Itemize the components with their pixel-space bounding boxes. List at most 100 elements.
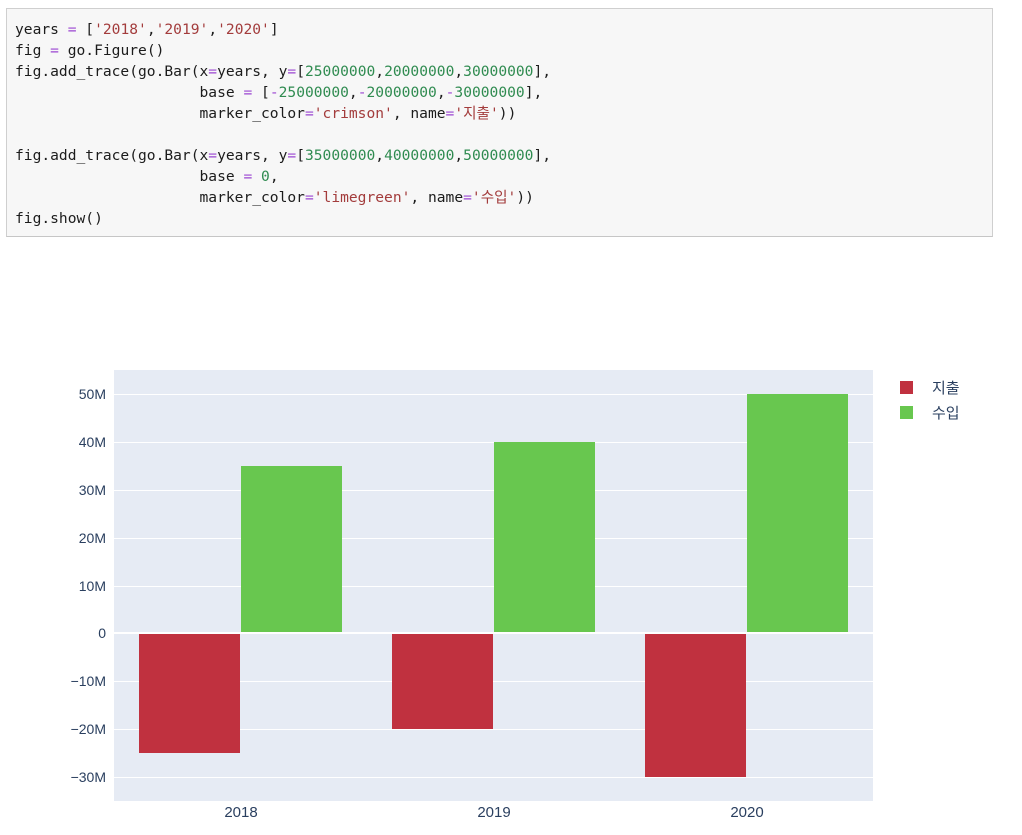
gridline: [114, 681, 873, 682]
code-token: years, y: [217, 147, 288, 164]
legend-item-수입[interactable]: 수입: [900, 400, 960, 425]
code-token: 20000000: [366, 84, 437, 101]
code-token: years, y: [217, 63, 288, 80]
code-token: fig.show(): [15, 210, 103, 227]
code-token: fig.add_trace(go.Bar(x: [15, 63, 209, 80]
code-token: 25000000: [304, 63, 376, 80]
gridline: [114, 490, 873, 491]
code-token: ,: [454, 63, 464, 80]
code-line: marker_color='crimson', name='지출')): [15, 103, 984, 124]
bar-지출-2020[interactable]: [645, 633, 746, 777]
y-tick-label: 30M: [78, 482, 106, 498]
code-token: -: [357, 84, 367, 101]
code-token: [: [76, 21, 95, 38]
code-token: ,: [436, 84, 446, 101]
x-tick-label: 2020: [730, 804, 764, 821]
code-line: fig = go.Figure(): [15, 40, 984, 61]
code-token: -: [445, 84, 455, 101]
legend-label: 수입: [932, 405, 960, 422]
code-token: =: [445, 105, 455, 122]
bar-수입-2019[interactable]: [494, 442, 595, 634]
code-token: ],: [533, 63, 552, 80]
legend-label: 지출: [932, 380, 960, 397]
code-token: ,: [269, 168, 279, 185]
code-token: 'crimson': [313, 105, 393, 122]
code-token: '2019': [155, 21, 209, 38]
legend-item-지출[interactable]: 지출: [900, 375, 960, 400]
code-line: base = 0,: [15, 166, 984, 187]
y-tick-label: 0: [98, 625, 106, 641]
code-editor[interactable]: years = ['2018','2019','2020'] fig = go.F…: [7, 9, 992, 239]
code-token: ,: [208, 21, 218, 38]
gridline: [114, 586, 873, 587]
code-token: fig.add_trace(go.Bar(x: [15, 147, 209, 164]
code-token: =: [287, 147, 297, 164]
x-tick-label: 2019: [477, 804, 511, 821]
code-token: 25000000: [278, 84, 349, 101]
gridline: [114, 538, 873, 539]
gridline: [114, 442, 873, 443]
y-tick-label: 50M: [78, 386, 106, 402]
y-tick-label: −10M: [70, 673, 106, 689]
gridline: [114, 729, 873, 730]
code-cell[interactable]: years = ['2018','2019','2020'] fig = go.F…: [6, 8, 993, 237]
code-token: =: [67, 21, 77, 38]
code-token: , name: [392, 105, 446, 122]
code-line: [15, 124, 984, 145]
code-token: 30000000: [463, 63, 534, 80]
code-token: [252, 168, 261, 185]
code-token: 35000000: [304, 147, 376, 164]
y-tick-label: 40M: [78, 434, 106, 450]
y-tick-label: −30M: [70, 769, 106, 785]
code-token: =: [287, 63, 297, 80]
code-token: 'limegreen': [313, 189, 411, 206]
code-token: -: [269, 84, 279, 101]
code-token: =: [304, 105, 314, 122]
y-tick-label: −20M: [70, 721, 106, 737]
legend-swatch-icon: [900, 381, 913, 394]
code-line: base = [-25000000,-20000000,-30000000],: [15, 82, 984, 103]
bar-지출-2019[interactable]: [392, 633, 493, 729]
code-token: ,: [348, 84, 358, 101]
gridline: [114, 394, 873, 395]
code-token: '2018': [94, 21, 147, 38]
code-token: 20000000: [384, 63, 455, 80]
code-line: fig.show(): [15, 208, 984, 229]
code-token: ,: [375, 63, 385, 80]
code-token: ,: [146, 21, 156, 38]
code-token: 50000000: [463, 147, 534, 164]
bar-지출-2018[interactable]: [139, 633, 240, 753]
zero-line: [114, 632, 873, 634]
code-token: go.Figure(): [58, 42, 165, 59]
code-line: marker_color='limegreen', name='수입')): [15, 187, 984, 208]
code-line: years = ['2018','2019','2020']: [15, 19, 984, 40]
code-token: base: [15, 84, 244, 101]
code-token: ]: [269, 21, 279, 38]
code-token: =: [243, 168, 253, 185]
code-token: ,: [375, 147, 385, 164]
y-tick-label: 20M: [78, 530, 106, 546]
code-token: [: [296, 63, 305, 80]
code-token: fig: [15, 42, 51, 59]
code-token: ],: [533, 147, 552, 164]
plot-area[interactable]: [114, 370, 873, 801]
legend-swatch-icon: [900, 406, 913, 419]
code-token: [: [296, 147, 305, 164]
gridline: [114, 777, 873, 778]
code-token: )): [498, 105, 517, 122]
code-token: =: [208, 63, 218, 80]
y-tick-label: 10M: [78, 578, 106, 594]
bar-수입-2020[interactable]: [747, 394, 848, 633]
code-token: =: [304, 189, 314, 206]
code-token: years: [15, 21, 68, 38]
code-token: 0: [261, 168, 270, 185]
code-token: '2020': [217, 21, 270, 38]
code-token: =: [243, 84, 253, 101]
code-token: =: [50, 42, 59, 59]
code-token: '수입': [471, 189, 517, 206]
code-token: , name: [410, 189, 464, 206]
bar-수입-2018[interactable]: [241, 466, 342, 634]
code-token: =: [463, 189, 472, 206]
